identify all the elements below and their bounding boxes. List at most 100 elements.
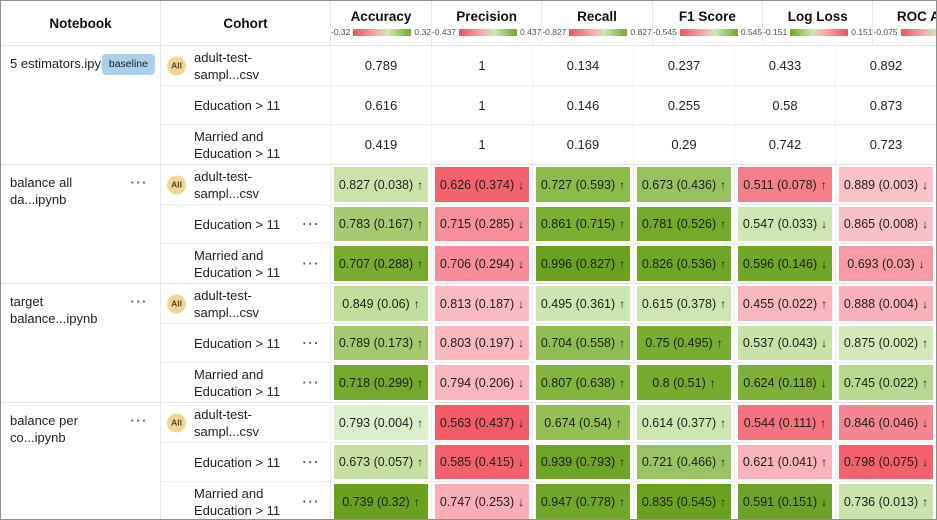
- notebook-header-label: Notebook: [49, 15, 112, 31]
- notebook-group: target balance...ipynb ··· All adult-test-s…: [1, 283, 936, 402]
- metric-value: 0.875 (0.002): [843, 336, 919, 350]
- metric-value: 0.721 (0.466): [641, 455, 717, 469]
- metric-color-scale: -0.437 0.437: [432, 27, 541, 37]
- metric-value-chip: 0.624 (0.118) ↓: [738, 365, 832, 400]
- cohort-row: Married and Education > 11 ··· 0.739 (0.32…: [161, 481, 936, 519]
- metric-value-chip: 0.706 (0.294) ↓: [435, 246, 529, 281]
- arrow-up-icon: ↑: [615, 415, 622, 430]
- metric-cell-f1-score: 0.255: [634, 86, 735, 124]
- metric-cell-f1-score: 0.29: [634, 125, 735, 164]
- cohort-row: All adult-test-sampl...csv 0.827 (0.038) ↑ 0…: [161, 165, 936, 204]
- cohort-more-options-icon[interactable]: ···: [302, 256, 320, 271]
- cohort-rows: All adult-test-sampl...csv 0.793 (0.004) ↑ 0…: [161, 403, 936, 519]
- cohort-row: All adult-test-sampl...csv 0.849 (0.06) ↑ 0.…: [161, 284, 936, 323]
- metric-value-chip: 0.939 (0.793) ↑: [536, 445, 630, 479]
- column-header-cohort: Cohort: [161, 1, 331, 45]
- metric-cell-roc-auc: 0.865 (0.008) ↓: [836, 205, 936, 243]
- arrow-up-icon: ↑: [619, 177, 626, 192]
- metric-value-chip: 0.807 (0.638) ↑: [536, 365, 630, 400]
- metric-value: 0.693 (0.03): [847, 256, 915, 271]
- metric-value-chip: 0.781 (0.526) ↑: [637, 207, 731, 241]
- cohort-cell: Married and Education > 11 ···: [161, 244, 331, 283]
- notebook-more-options-icon[interactable]: ···: [130, 294, 148, 309]
- metric-value: 0.888 (0.004): [843, 296, 919, 311]
- cohort-cell: All adult-test-sampl...csv: [161, 46, 331, 85]
- cohort-header-label: Cohort: [223, 15, 268, 31]
- arrow-up-icon: ↑: [619, 296, 626, 311]
- metric-value: 0.996 (0.827): [540, 256, 616, 271]
- metric-cell-roc-auc: 0.693 (0.03) ↓: [836, 244, 936, 283]
- metric-cell-accuracy: 0.789 (0.173) ↑: [331, 324, 432, 362]
- arrow-down-icon: ↓: [821, 494, 828, 509]
- metric-cell-precision: 0.706 (0.294) ↓: [432, 244, 533, 283]
- table-body: 5 estimators.ipynb baseline All adult-test-…: [1, 46, 936, 519]
- cohort-more-options-icon[interactable]: ···: [302, 375, 320, 390]
- metric-value: 1: [478, 137, 486, 152]
- metric-header-label: Recall: [577, 9, 617, 24]
- cohort-more-options-icon[interactable]: ···: [302, 494, 320, 509]
- metric-value: 0.789 (0.173): [338, 336, 414, 350]
- column-header-recall: Recall -0.827 0.827: [542, 1, 653, 45]
- cohort-more-options-icon[interactable]: ···: [302, 335, 320, 351]
- notebook-name: target balance...ipynb: [10, 294, 98, 326]
- notebook-more-options-icon[interactable]: ···: [130, 413, 148, 428]
- metric-cell-recall: 0.146: [533, 86, 634, 124]
- metric-value-chip: 0.827 (0.038) ↑: [334, 167, 428, 202]
- all-cohort-badge: All: [167, 294, 186, 313]
- metric-cell-precision: 0.794 (0.206) ↓: [432, 363, 533, 402]
- scale-min-label: -0.827: [542, 27, 567, 37]
- metric-value: 0.419: [364, 137, 398, 152]
- metric-value-chip: 0.596 (0.146) ↓: [738, 246, 832, 281]
- cohort-name: Education > 11: [194, 454, 281, 470]
- metric-value: 0.793 (0.004): [338, 415, 414, 430]
- metric-cell-accuracy: 0.673 (0.057) ↑: [331, 443, 432, 481]
- all-cohort-badge: All: [167, 56, 186, 75]
- column-header-log-loss: Log Loss -0.151 0.151: [763, 1, 874, 45]
- cohort-more-options-icon[interactable]: ···: [302, 216, 320, 232]
- metric-color-scale: -0.827 0.827: [542, 27, 651, 37]
- metric-value: 0.704 (0.558): [540, 336, 616, 350]
- metric-cell-roc-auc: 0.723: [836, 125, 936, 164]
- cohort-name: adult-test-sampl...csv: [194, 49, 260, 82]
- cohort-more-options-icon[interactable]: ···: [302, 454, 320, 470]
- arrow-up-icon: ↑: [720, 217, 727, 231]
- column-header-accuracy: Accuracy -0.32 0.32: [331, 1, 432, 45]
- color-scale-gradient-icon: [569, 28, 628, 36]
- arrow-up-icon: ↑: [417, 415, 424, 430]
- metric-value: 0.169: [566, 137, 600, 152]
- arrow-down-icon: ↓: [821, 217, 828, 231]
- metric-value: 1: [478, 58, 486, 73]
- metric-cell-accuracy: 0.707 (0.288) ↑: [331, 244, 432, 283]
- metric-value: 0.547 (0.033): [742, 217, 818, 231]
- metric-value: 0.626 (0.374): [439, 177, 515, 192]
- metric-value: 0.723: [869, 137, 903, 152]
- arrow-up-icon: ↑: [417, 256, 424, 271]
- arrow-down-icon: ↓: [922, 177, 929, 192]
- metric-value: 0.75 (0.495): [645, 336, 713, 350]
- metric-value-chip: 0.803 (0.197) ↓: [435, 326, 529, 360]
- cohort-name: adult-test-sampl...csv: [194, 287, 260, 320]
- metric-cell-roc-auc: 0.798 (0.075) ↓: [836, 443, 936, 481]
- metric-cell-f1-score: 0.781 (0.526) ↑: [634, 205, 735, 243]
- metric-cell-log-loss: 0.547 (0.033) ↓: [735, 205, 836, 243]
- metric-cell-roc-auc: 0.745 (0.022) ↑: [836, 363, 936, 402]
- scale-max-label: 0.32: [414, 27, 431, 37]
- notebook-group: 5 estimators.ipynb baseline All adult-test-…: [1, 46, 936, 164]
- metric-value: 0.798 (0.075): [843, 455, 919, 469]
- notebook-name: balance all da...ipynb: [10, 175, 73, 207]
- metric-cell-log-loss: 0.621 (0.041) ↑: [735, 443, 836, 481]
- cohort-name: Married and Education > 11: [194, 366, 281, 399]
- metric-value: 0.707 (0.288): [338, 256, 414, 271]
- metric-value: 0.615 (0.378): [641, 296, 717, 311]
- metric-value: 0.146: [566, 97, 600, 113]
- metric-value: 0.826 (0.536): [641, 256, 717, 271]
- cohort-cell: Married and Education > 11: [161, 125, 331, 164]
- metric-cell-log-loss: 0.511 (0.078) ↑: [735, 165, 836, 204]
- arrow-up-icon: ↑: [413, 296, 420, 311]
- scale-max-label: 0.151: [851, 27, 873, 37]
- color-scale-gradient-icon: [790, 28, 849, 36]
- metric-cell-recall: 0.134: [533, 46, 634, 85]
- metric-value-chip: 0.495 (0.361) ↑: [536, 286, 630, 321]
- notebook-more-options-icon[interactable]: ···: [130, 175, 148, 190]
- notebook-cell: balance all da...ipynb ···: [1, 165, 161, 283]
